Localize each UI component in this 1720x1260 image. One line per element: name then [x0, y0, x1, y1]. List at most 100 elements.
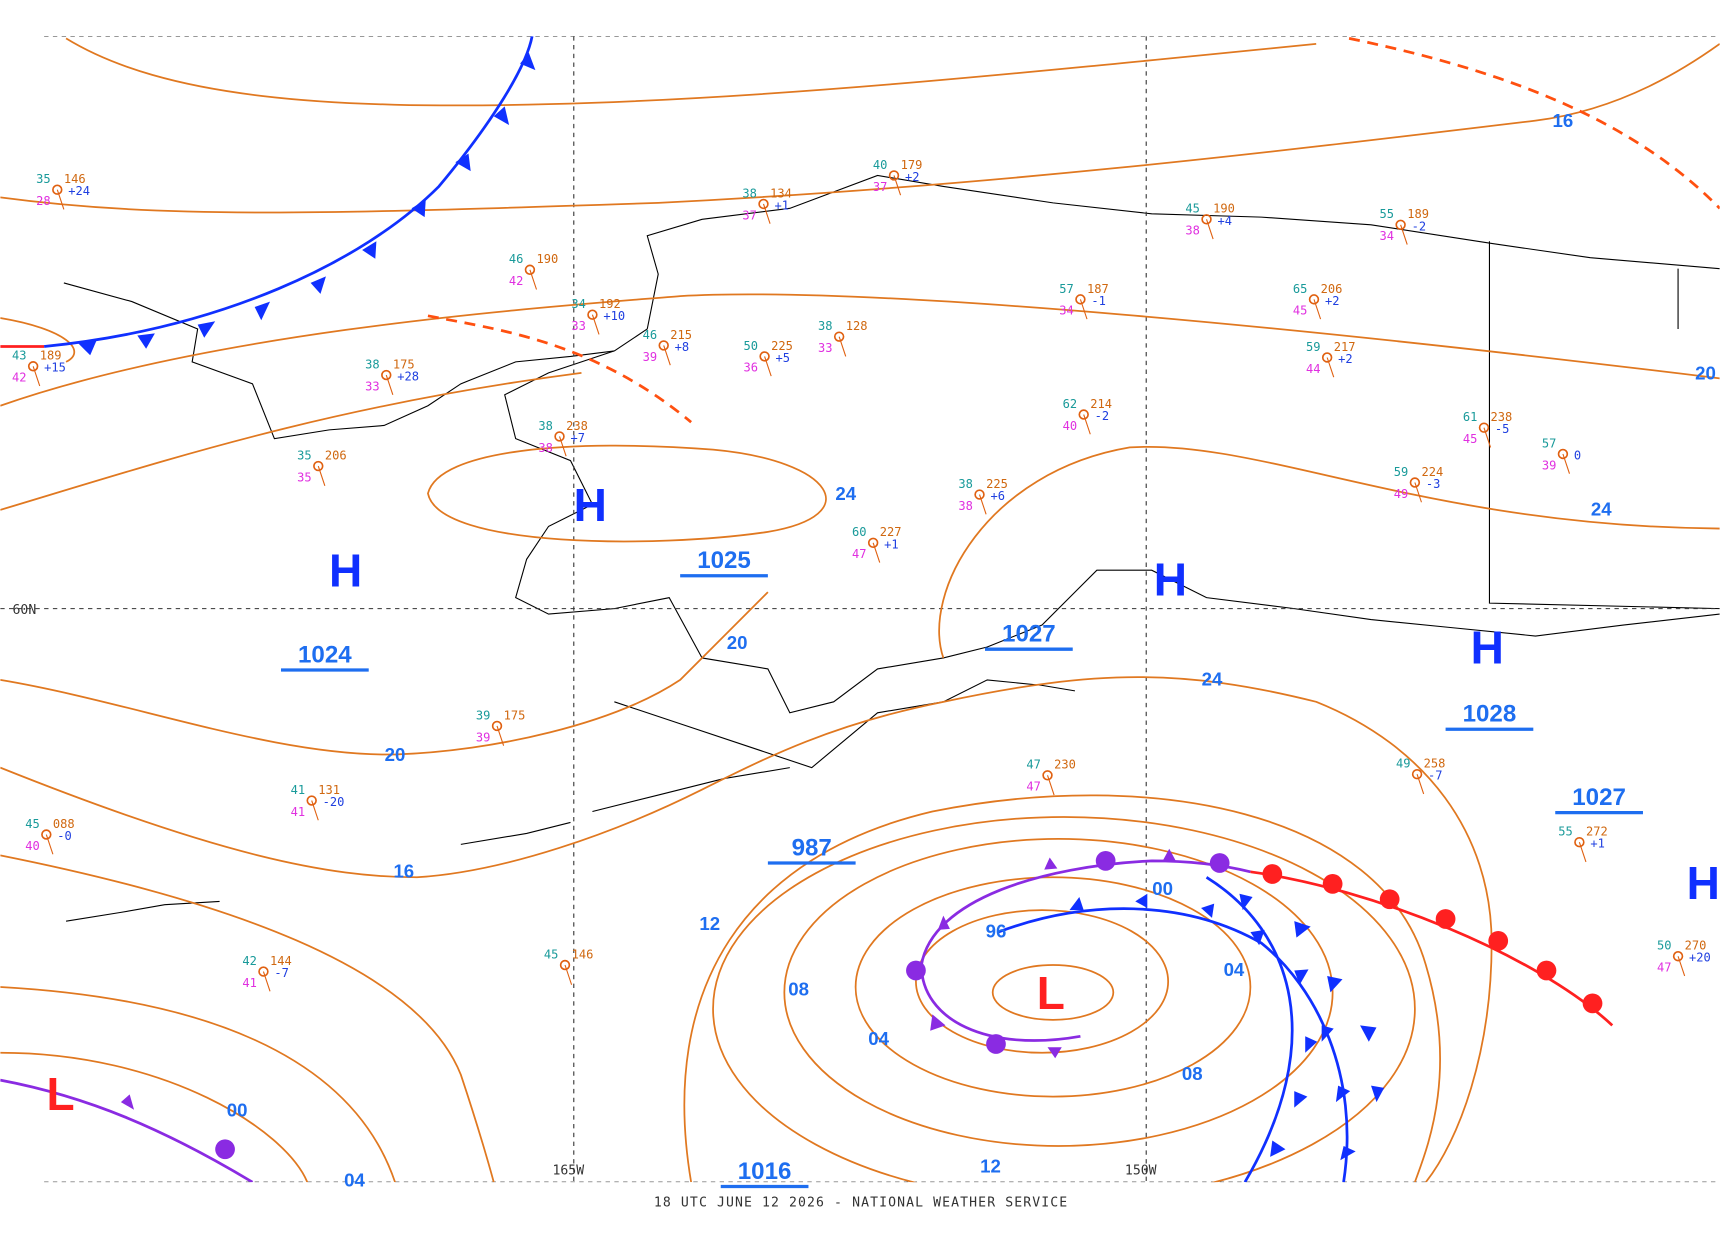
station-pressure: 227	[880, 525, 902, 539]
station	[658, 340, 669, 351]
dewpoint: 47	[852, 547, 867, 561]
station-pressure: 215	[670, 328, 692, 342]
station-pressure: 146	[572, 947, 594, 961]
pressure-tendency: -0	[57, 829, 72, 843]
station-pressure: 189	[1407, 207, 1429, 221]
dewpoint: 38	[958, 499, 973, 513]
temperature: 55	[1558, 825, 1573, 839]
station	[524, 264, 536, 275]
temperature: 38	[958, 477, 973, 491]
station	[1478, 422, 1490, 433]
wind-barb	[591, 314, 600, 335]
station	[381, 369, 392, 381]
pressure-center: L	[1037, 967, 1065, 1019]
pressure-tendency: +2	[1338, 352, 1353, 366]
station	[1395, 219, 1406, 231]
station-pressure: 131	[318, 783, 340, 797]
wind-barb	[893, 175, 902, 196]
dewpoint: 38	[1185, 224, 1200, 238]
temperature: 46	[509, 252, 524, 266]
dewpoint: 33	[365, 379, 380, 393]
pressure-center: H	[1154, 553, 1187, 605]
station	[1574, 836, 1585, 848]
pressure-tendency: +1	[1590, 837, 1605, 851]
station-pressure: 192	[599, 297, 621, 311]
dewpoint: 34	[1380, 229, 1395, 243]
wind-barb	[1326, 357, 1335, 378]
isobar-label: 00	[227, 1099, 248, 1120]
isobar-label: 00	[1152, 878, 1173, 899]
wind-barb	[1562, 453, 1571, 474]
station-pressure: 258	[1424, 757, 1446, 771]
temperature: 60	[852, 525, 867, 539]
station	[41, 829, 52, 840]
wind-barb	[1400, 224, 1408, 245]
pressure-tendency: -2	[1095, 409, 1110, 423]
dewpoint: 37	[742, 208, 757, 222]
temperature: 59	[1394, 465, 1409, 479]
wind-barb	[1046, 775, 1055, 796]
temperature: 38	[818, 319, 833, 333]
dewpoint: 47	[1026, 780, 1041, 794]
station-pressure: 175	[504, 708, 526, 722]
wind-barb	[564, 964, 573, 985]
wind-barb	[764, 356, 772, 377]
isobar-label: 96	[986, 921, 1007, 942]
station-pressure: 214	[1090, 397, 1112, 411]
wind-barb	[1416, 774, 1425, 795]
temperature: 38	[365, 357, 380, 371]
isobar-label: 12	[980, 1155, 1001, 1176]
station-pressure: 217	[1334, 340, 1356, 354]
station	[1411, 768, 1423, 780]
wind-barb	[311, 800, 319, 821]
pressure-tendency: +2	[1325, 294, 1340, 308]
pressure-tendency: -7	[1428, 769, 1443, 783]
station	[759, 351, 770, 362]
low-isobars	[712, 816, 1416, 1183]
dewpoint: 33	[571, 319, 586, 333]
station	[313, 460, 324, 472]
station	[833, 331, 845, 342]
footer: 18 UTC JUNE 12 2026 - NATIONAL WEATHER S…	[654, 1195, 1068, 1210]
cold-front-2	[997, 876, 1349, 1183]
coastlines	[63, 174, 1720, 922]
station	[258, 966, 269, 977]
station-pressure: 270	[1685, 939, 1707, 953]
station-pressure: 238	[566, 419, 588, 433]
central-pressure: 1025	[697, 547, 751, 574]
pressure-tendency: +8	[675, 340, 690, 354]
station-pressure: 128	[846, 319, 868, 333]
pressure-tendency: +6	[990, 489, 1005, 503]
station	[1672, 951, 1684, 962]
temperature: 45	[25, 817, 40, 831]
isobar-label: 04	[868, 1028, 889, 1049]
occluded-front	[920, 859, 1251, 1042]
pressure-tendency: -5	[1495, 422, 1510, 436]
central-pressure: 1027	[1572, 784, 1626, 811]
isobar-label: 24	[1202, 668, 1223, 689]
station	[758, 198, 769, 210]
wind-barb	[317, 465, 326, 486]
station	[587, 309, 598, 320]
dewpoint: 33	[818, 341, 833, 355]
station-pressure: 144	[270, 954, 292, 968]
station	[867, 537, 879, 549]
station	[1201, 214, 1212, 225]
dewpoint: 35	[297, 470, 312, 484]
temperature: 35	[36, 172, 51, 186]
isobar-label: 08	[788, 979, 809, 1000]
wind-barb	[1313, 299, 1322, 320]
wind-barb	[1079, 299, 1088, 320]
wind-barb	[1206, 219, 1214, 240]
wind-barb	[262, 971, 271, 992]
wind-barb	[1578, 842, 1587, 863]
temperature: 57	[1542, 436, 1557, 450]
temperature: 39	[476, 708, 491, 722]
dewpoint: 34	[1059, 304, 1074, 318]
temperature: 34	[571, 297, 586, 311]
pressure-tendency: +15	[44, 361, 66, 375]
temperature: 46	[643, 328, 658, 342]
central-pressure: 1016	[738, 1158, 792, 1185]
pressure-tendency: +5	[776, 351, 791, 365]
